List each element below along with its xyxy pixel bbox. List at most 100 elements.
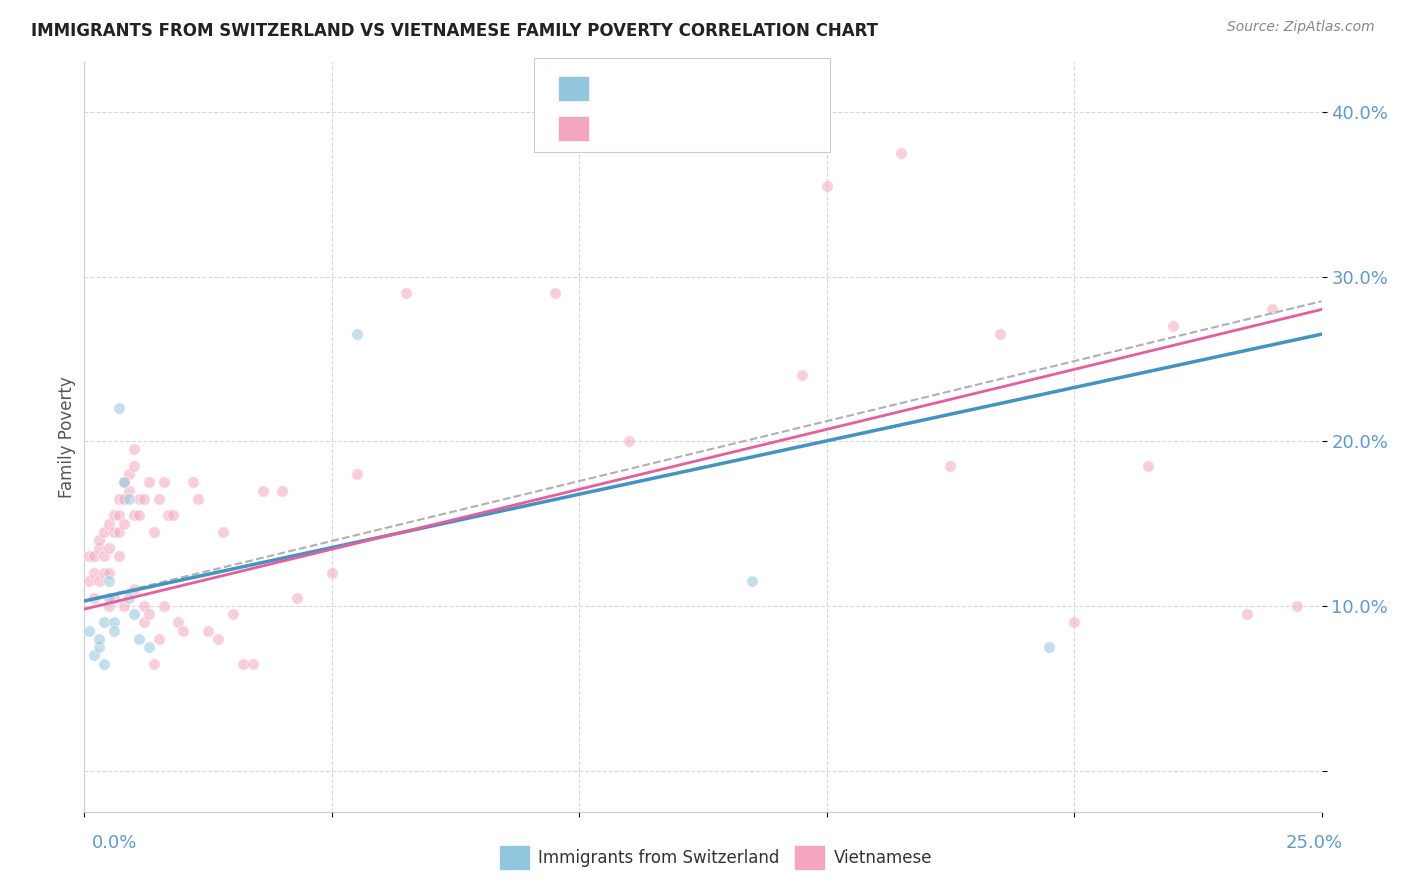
Text: Vietnamese: Vietnamese: [834, 849, 932, 867]
Point: [617, 434, 640, 449]
Point: [148, 632, 170, 646]
Point: [108, 508, 131, 523]
Point: [89, 640, 111, 654]
Text: 25.0%: 25.0%: [1285, 834, 1343, 852]
Point: [939, 458, 962, 473]
Point: [346, 327, 368, 342]
Point: [138, 607, 160, 621]
Point: [128, 508, 150, 523]
Point: [152, 475, 174, 490]
Point: [103, 615, 125, 630]
Point: [83, 591, 105, 605]
Point: [142, 524, 165, 539]
Text: 0.0%: 0.0%: [91, 834, 136, 852]
Point: [93, 566, 115, 580]
Point: [108, 401, 131, 416]
Point: [152, 599, 174, 613]
Point: [79, 574, 101, 589]
Text: Source: ZipAtlas.com: Source: ZipAtlas.com: [1227, 20, 1375, 34]
Point: [98, 574, 121, 589]
Text: IMMIGRANTS FROM SWITZERLAND VS VIETNAMESE FAMILY POVERTY CORRELATION CHART: IMMIGRANTS FROM SWITZERLAND VS VIETNAMES…: [31, 22, 877, 40]
Point: [118, 491, 141, 506]
Point: [741, 574, 763, 589]
Point: [98, 599, 121, 613]
Point: [118, 467, 141, 482]
Point: [1261, 302, 1284, 317]
Point: [112, 599, 135, 613]
Point: [187, 491, 209, 506]
Point: [89, 541, 111, 556]
Point: [103, 591, 125, 605]
Point: [122, 442, 145, 457]
Point: [132, 491, 155, 506]
Point: [128, 632, 150, 646]
Text: Immigrants from Switzerland: Immigrants from Switzerland: [538, 849, 780, 867]
Point: [103, 508, 125, 523]
Point: [1038, 640, 1060, 654]
Point: [103, 524, 125, 539]
Point: [83, 566, 105, 580]
Point: [346, 467, 368, 482]
Point: [132, 599, 155, 613]
Point: [89, 632, 111, 646]
Point: [181, 475, 204, 490]
Text: R = 0.456: R = 0.456: [600, 120, 706, 139]
Point: [167, 615, 190, 630]
Point: [79, 624, 101, 638]
Point: [321, 566, 343, 580]
Point: [118, 483, 141, 498]
Point: [1285, 599, 1308, 613]
Point: [197, 624, 219, 638]
Point: [83, 549, 105, 564]
Point: [212, 524, 235, 539]
Point: [93, 524, 115, 539]
Point: [112, 516, 135, 531]
Point: [112, 491, 135, 506]
Point: [93, 549, 115, 564]
Point: [98, 516, 121, 531]
Point: [207, 632, 229, 646]
Point: [93, 657, 115, 671]
Point: [122, 458, 145, 473]
Point: [83, 648, 105, 663]
Point: [122, 508, 145, 523]
Point: [89, 574, 111, 589]
Point: [89, 533, 111, 547]
Point: [395, 285, 418, 300]
Point: [172, 624, 194, 638]
Point: [1236, 607, 1258, 621]
Point: [890, 146, 912, 161]
Y-axis label: Family Poverty: Family Poverty: [58, 376, 76, 498]
Point: [790, 368, 813, 383]
Point: [142, 657, 165, 671]
Point: [108, 491, 131, 506]
Point: [132, 615, 155, 630]
Text: R = 0.355: R = 0.355: [600, 79, 706, 99]
Text: N = 76: N = 76: [720, 120, 793, 139]
Point: [98, 566, 121, 580]
Point: [93, 615, 115, 630]
Point: [1063, 615, 1085, 630]
Point: [138, 640, 160, 654]
Point: [285, 591, 308, 605]
Point: [148, 491, 170, 506]
Point: [122, 607, 145, 621]
Point: [988, 327, 1011, 342]
Point: [98, 541, 121, 556]
Point: [122, 582, 145, 597]
Point: [103, 624, 125, 638]
Point: [222, 607, 245, 621]
Point: [112, 475, 135, 490]
Point: [138, 475, 160, 490]
Point: [157, 508, 180, 523]
Point: [128, 491, 150, 506]
Point: [98, 591, 121, 605]
Point: [108, 524, 131, 539]
Point: [79, 549, 101, 564]
Point: [252, 483, 274, 498]
Point: [271, 483, 294, 498]
Point: [815, 178, 838, 193]
Point: [1137, 458, 1160, 473]
Point: [543, 285, 565, 300]
Point: [118, 591, 141, 605]
